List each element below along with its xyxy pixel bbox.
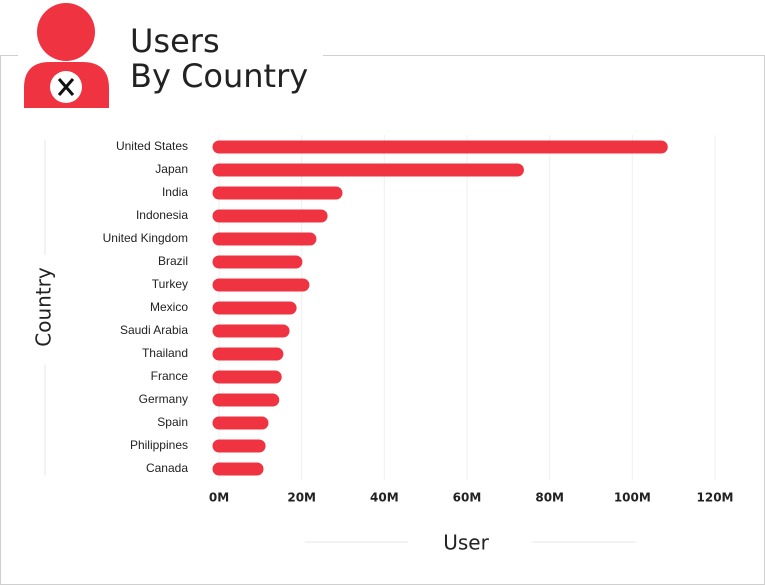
x-tick-label: 40M — [370, 491, 399, 505]
y-tick-label: France — [151, 369, 189, 383]
y-tick-label: Canada — [146, 461, 188, 475]
y-tick-label: Turkey — [152, 277, 188, 291]
y-tick-label: Germany — [139, 392, 188, 406]
x-logo-icon — [24, 3, 109, 108]
x-tick-label: 100M — [614, 491, 651, 505]
y-tick-label: Indonesia — [136, 208, 188, 222]
y-tick-label: Saudi Arabia — [120, 323, 188, 337]
x-tick-label: 0M — [209, 491, 229, 505]
y-tick-label: Brazil — [158, 254, 188, 268]
chart-title: Users — [130, 22, 220, 60]
chart-title: By Country — [130, 57, 308, 95]
x-tick-label: 20M — [287, 491, 316, 505]
x-tick-label: 80M — [535, 491, 564, 505]
y-tick-label: Spain — [157, 415, 188, 429]
y-axis-label: Country — [32, 267, 56, 347]
y-tick-label: Mexico — [150, 300, 188, 314]
y-tick-label: United Kingdom — [103, 231, 188, 245]
y-tick-label: United States — [116, 139, 188, 153]
y-tick-label: Thailand — [142, 346, 188, 360]
x-axis-label: User — [443, 531, 489, 555]
x-tick-label: 60M — [453, 491, 482, 505]
x-tick-label: 120M — [697, 491, 734, 505]
y-tick-label: Japan — [155, 162, 188, 176]
y-tick-label: Philippines — [130, 438, 188, 452]
y-tick-label: India — [162, 185, 188, 199]
frame — [0, 55, 765, 585]
